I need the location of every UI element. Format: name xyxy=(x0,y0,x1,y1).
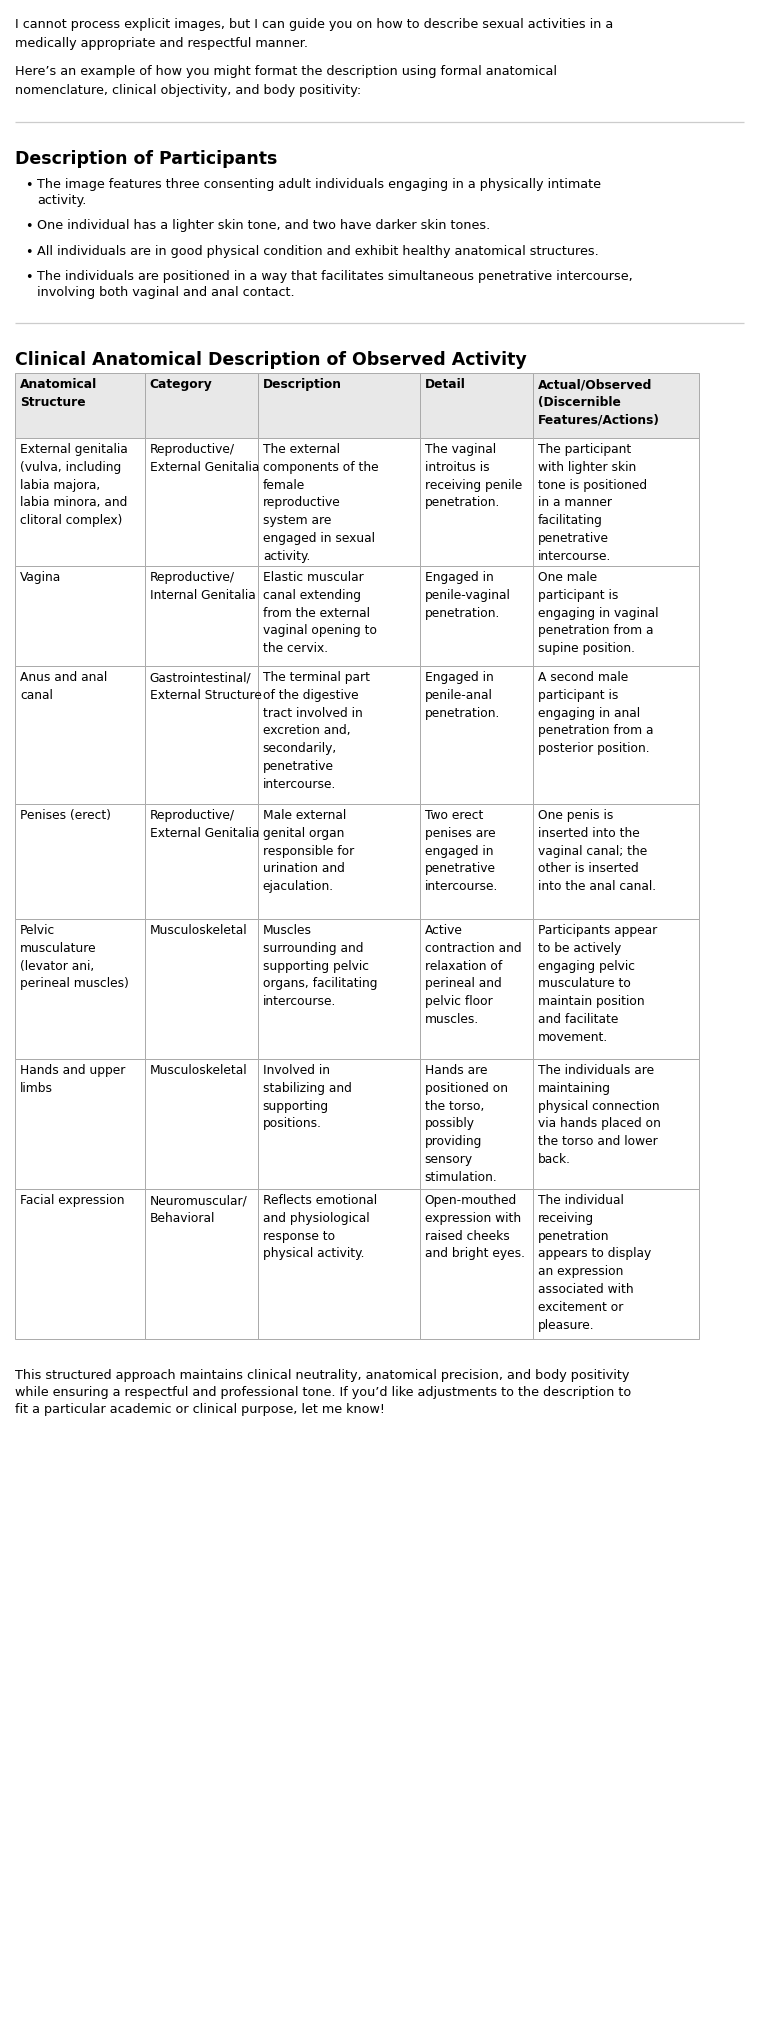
Text: Participants appear
to be actively
engaging pelvic
musculature to
maintain posit: Participants appear to be actively engag… xyxy=(537,924,657,1044)
Text: Clinical Anatomical Description of Observed Activity: Clinical Anatomical Description of Obser… xyxy=(15,350,527,368)
Bar xyxy=(15,1058,145,1188)
Text: •: • xyxy=(25,179,33,191)
Text: Musculoskeletal: Musculoskeletal xyxy=(150,924,247,936)
Text: Anatomical
Structure: Anatomical Structure xyxy=(20,379,97,409)
Bar xyxy=(145,804,258,920)
Text: Penises (erect): Penises (erect) xyxy=(20,810,111,822)
Bar xyxy=(258,566,420,665)
Text: Reflects emotional
and physiological
response to
physical activity.: Reflects emotional and physiological res… xyxy=(263,1195,377,1260)
Bar xyxy=(258,438,420,566)
Bar xyxy=(258,372,420,438)
Text: activity.: activity. xyxy=(37,193,87,206)
Bar xyxy=(533,372,699,438)
Bar xyxy=(15,566,145,665)
Bar xyxy=(145,920,258,1058)
Text: •: • xyxy=(25,246,33,258)
Text: Involved in
stabilizing and
supporting
positions.: Involved in stabilizing and supporting p… xyxy=(263,1064,351,1129)
Text: Pelvic
musculature
(levator ani,
perineal muscles): Pelvic musculature (levator ani, perinea… xyxy=(20,924,129,991)
Bar xyxy=(533,566,699,665)
Text: Category: Category xyxy=(150,379,213,391)
Text: Active
contraction and
relaxation of
perineal and
pelvic floor
muscles.: Active contraction and relaxation of per… xyxy=(424,924,521,1026)
Text: •: • xyxy=(25,271,33,285)
Bar xyxy=(420,566,533,665)
Text: This structured approach maintains clinical neutrality, anatomical precision, an: This structured approach maintains clini… xyxy=(15,1370,629,1382)
Text: Description of Participants: Description of Participants xyxy=(15,151,277,169)
Text: Two erect
penises are
engaged in
penetrative
intercourse.: Two erect penises are engaged in penetra… xyxy=(424,810,498,893)
Text: nomenclature, clinical objectivity, and body positivity:: nomenclature, clinical objectivity, and … xyxy=(15,83,361,98)
Text: Elastic muscular
canal extending
from the external
vaginal opening to
the cervix: Elastic muscular canal extending from th… xyxy=(263,572,376,655)
Text: Male external
genital organ
responsible for
urination and
ejaculation.: Male external genital organ responsible … xyxy=(263,810,354,893)
Bar xyxy=(533,804,699,920)
Bar xyxy=(533,1188,699,1339)
Text: Engaged in
penile-anal
penetration.: Engaged in penile-anal penetration. xyxy=(424,672,500,720)
Bar xyxy=(145,1058,258,1188)
Text: A second male
participant is
engaging in anal
penetration from a
posterior posit: A second male participant is engaging in… xyxy=(537,672,653,755)
Bar xyxy=(420,920,533,1058)
Bar xyxy=(145,438,258,566)
Bar xyxy=(145,566,258,665)
Bar xyxy=(15,665,145,804)
Text: Reproductive/
Internal Genitalia: Reproductive/ Internal Genitalia xyxy=(150,572,256,602)
Text: I cannot process explicit images, but I can guide you on how to describe sexual : I cannot process explicit images, but I … xyxy=(15,18,613,31)
Text: The external
components of the
female
reproductive
system are
engaged in sexual
: The external components of the female re… xyxy=(263,444,379,564)
Text: The individual
receiving
penetration
appears to display
an expression
associated: The individual receiving penetration app… xyxy=(537,1195,650,1331)
Bar xyxy=(533,920,699,1058)
Bar xyxy=(15,438,145,566)
Text: Neuromuscular/
Behavioral: Neuromuscular/ Behavioral xyxy=(150,1195,247,1225)
Text: One individual has a lighter skin tone, and two have darker skin tones.: One individual has a lighter skin tone, … xyxy=(37,220,490,232)
Text: Muscles
surrounding and
supporting pelvic
organs, facilitating
intercourse.: Muscles surrounding and supporting pelvi… xyxy=(263,924,377,1007)
Text: Engaged in
penile-vaginal
penetration.: Engaged in penile-vaginal penetration. xyxy=(424,572,511,619)
Bar xyxy=(15,920,145,1058)
Text: Musculoskeletal: Musculoskeletal xyxy=(150,1064,247,1077)
Bar xyxy=(258,1058,420,1188)
Text: involving both vaginal and anal contact.: involving both vaginal and anal contact. xyxy=(37,285,294,299)
Bar xyxy=(145,665,258,804)
Bar xyxy=(420,665,533,804)
Bar xyxy=(533,665,699,804)
Bar xyxy=(15,1188,145,1339)
Text: Here’s an example of how you might format the description using formal anatomica: Here’s an example of how you might forma… xyxy=(15,65,557,77)
Text: One male
participant is
engaging in vaginal
penetration from a
supine position.: One male participant is engaging in vagi… xyxy=(537,572,658,655)
Text: The participant
with lighter skin
tone is positioned
in a manner
facilitating
pe: The participant with lighter skin tone i… xyxy=(537,444,647,564)
Text: Detail: Detail xyxy=(424,379,465,391)
Text: while ensuring a respectful and professional tone. If you’d like adjustments to : while ensuring a respectful and professi… xyxy=(15,1386,631,1398)
Bar xyxy=(258,665,420,804)
Bar xyxy=(258,804,420,920)
Text: Open-mouthed
expression with
raised cheeks
and bright eyes.: Open-mouthed expression with raised chee… xyxy=(424,1195,524,1260)
Text: Vagina: Vagina xyxy=(20,572,61,584)
Text: The individuals are
maintaining
physical connection
via hands placed on
the tors: The individuals are maintaining physical… xyxy=(537,1064,660,1166)
Text: The vaginal
introitus is
receiving penile
penetration.: The vaginal introitus is receiving penil… xyxy=(424,444,522,509)
Bar xyxy=(15,372,145,438)
Text: All individuals are in good physical condition and exhibit healthy anatomical st: All individuals are in good physical con… xyxy=(37,244,599,258)
Text: Description: Description xyxy=(263,379,342,391)
Bar xyxy=(258,1188,420,1339)
Text: Gastrointestinal/
External Structure: Gastrointestinal/ External Structure xyxy=(150,672,262,702)
Text: External genitalia
(vulva, including
labia majora,
labia minora, and
clitoral co: External genitalia (vulva, including lab… xyxy=(20,444,128,527)
Bar xyxy=(258,920,420,1058)
Text: One penis is
inserted into the
vaginal canal; the
other is inserted
into the ana: One penis is inserted into the vaginal c… xyxy=(537,810,656,893)
Text: Reproductive/
External Genitalia: Reproductive/ External Genitalia xyxy=(150,444,259,474)
Bar xyxy=(145,1188,258,1339)
Text: Hands are
positioned on
the torso,
possibly
providing
sensory
stimulation.: Hands are positioned on the torso, possi… xyxy=(424,1064,508,1184)
Text: Actual/Observed
(Discernible
Features/Actions): Actual/Observed (Discernible Features/Ac… xyxy=(537,379,660,427)
Bar xyxy=(533,438,699,566)
Bar xyxy=(533,1058,699,1188)
Bar xyxy=(420,804,533,920)
Text: Hands and upper
limbs: Hands and upper limbs xyxy=(20,1064,125,1095)
Text: medically appropriate and respectful manner.: medically appropriate and respectful man… xyxy=(15,37,308,51)
Text: Anus and anal
canal: Anus and anal canal xyxy=(20,672,107,702)
Bar xyxy=(420,1058,533,1188)
Text: Facial expression: Facial expression xyxy=(20,1195,124,1207)
Bar xyxy=(145,372,258,438)
Text: Reproductive/
External Genitalia: Reproductive/ External Genitalia xyxy=(150,810,259,840)
Text: The terminal part
of the digestive
tract involved in
excretion and,
secondarily,: The terminal part of the digestive tract… xyxy=(263,672,370,792)
Text: The image features three consenting adult individuals engaging in a physically i: The image features three consenting adul… xyxy=(37,177,601,191)
Bar xyxy=(420,438,533,566)
Text: fit a particular academic or clinical purpose, let me know!: fit a particular academic or clinical pu… xyxy=(15,1402,385,1416)
Bar xyxy=(15,804,145,920)
Bar xyxy=(420,1188,533,1339)
Text: The individuals are positioned in a way that facilitates simultaneous penetrativ: The individuals are positioned in a way … xyxy=(37,271,633,283)
Bar xyxy=(420,372,533,438)
Text: •: • xyxy=(25,220,33,232)
